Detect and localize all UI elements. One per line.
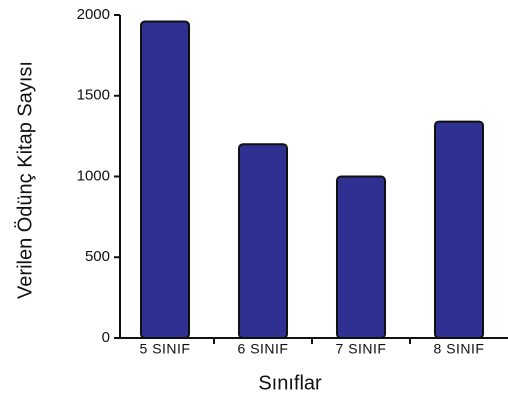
y-tick-label: 0	[102, 329, 110, 346]
y-tick-label: 1000	[77, 167, 110, 184]
y-tick-label: 1500	[77, 87, 110, 104]
x-axis-title: Sınıflar	[258, 372, 322, 394]
bar	[433, 120, 485, 339]
x-tick-label: 7 SINIF	[336, 341, 387, 357]
x-tick-label: 6 SINIF	[238, 341, 289, 357]
y-tick-label: 2000	[77, 6, 110, 23]
y-tick-label: 500	[85, 248, 110, 265]
y-axis-title: Verilen Ödünç Kitap Sayısı	[14, 61, 36, 299]
x-tick-label: 8 SINIF	[434, 341, 485, 357]
bar	[139, 20, 191, 340]
bar	[335, 175, 387, 339]
bar	[237, 143, 289, 339]
x-tick-label: 5 SINIF	[140, 341, 191, 357]
